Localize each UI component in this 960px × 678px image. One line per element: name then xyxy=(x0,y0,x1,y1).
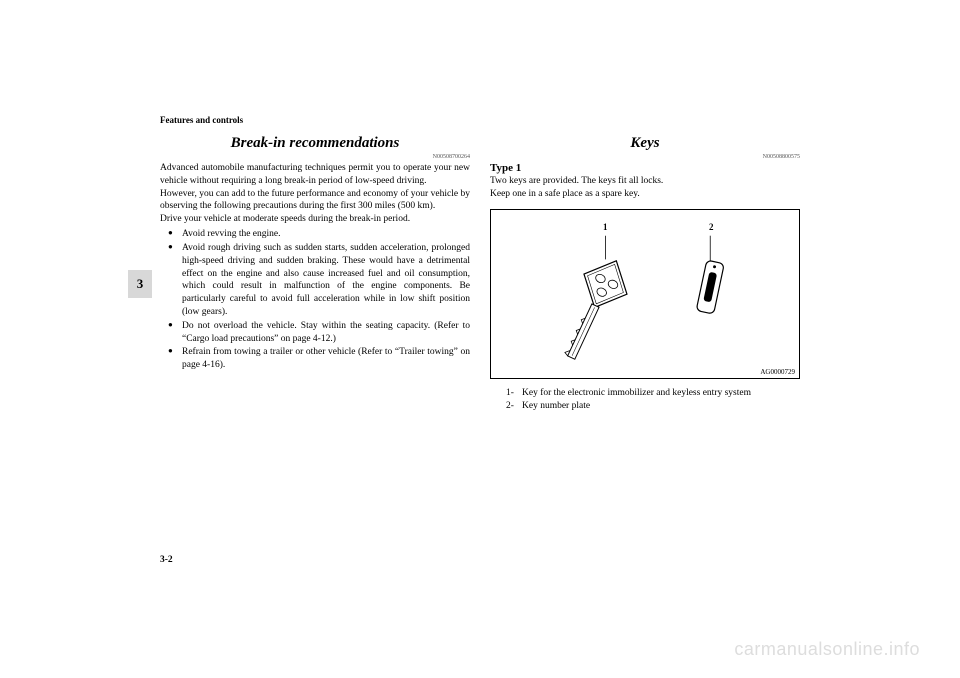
figure-legend: 1- Key for the electronic immobilizer an… xyxy=(490,387,800,414)
body-text: Advanced automobile manufacturing techni… xyxy=(160,162,470,226)
legend-item: 1- Key for the electronic immobilizer an… xyxy=(506,387,800,400)
paragraph: Two keys are provided. The keys fit all … xyxy=(490,176,663,186)
figure-code: AG0000729 xyxy=(760,368,795,376)
right-column: Keys N00508800575 Type 1 Two keys are pr… xyxy=(490,135,800,413)
paragraph: However, you can add to the future perfo… xyxy=(160,189,470,212)
paragraph: Keep one in a safe place as a spare key. xyxy=(490,189,640,199)
chapter-tab: 3 xyxy=(128,270,152,298)
two-column-layout: Break-in recommendations N00508700264 Ad… xyxy=(160,135,800,413)
figure-callout-2: 2 xyxy=(709,222,714,232)
doc-code-left: N00508700264 xyxy=(160,154,470,160)
legend-item: 2- Key number plate xyxy=(506,400,800,413)
section-title-breakin: Break-in recommendations xyxy=(160,135,470,152)
body-text: Two keys are provided. The keys fit all … xyxy=(490,175,800,201)
list-item: Avoid rough driving such as sudden start… xyxy=(172,242,470,319)
watermark: carmanualsonline.info xyxy=(734,639,920,660)
bullet-list: Avoid revving the engine. Avoid rough dr… xyxy=(160,228,470,372)
list-item: Refrain from towing a trailer or other v… xyxy=(172,346,470,372)
figure-callout-1: 1 xyxy=(603,222,608,232)
paragraph: Advanced automobile manufacturing techni… xyxy=(160,163,470,186)
page-header: Features and controls xyxy=(160,115,800,125)
key-figure: 1 2 AG0000729 xyxy=(490,209,800,379)
list-item: Avoid revving the engine. xyxy=(172,228,470,241)
legend-num: 1- xyxy=(506,387,522,400)
legend-text: Key number plate xyxy=(522,400,590,413)
left-column: Break-in recommendations N00508700264 Ad… xyxy=(160,135,470,413)
page-number: 3-2 xyxy=(160,555,173,565)
legend-text: Key for the electronic immobilizer and k… xyxy=(522,387,751,400)
section-title-keys: Keys xyxy=(490,135,800,152)
doc-code-right: N00508800575 xyxy=(490,154,800,160)
subheading-type1: Type 1 xyxy=(490,162,800,174)
list-item: Do not overload the vehicle. Stay within… xyxy=(172,320,470,346)
paragraph: Drive your vehicle at moderate speeds du… xyxy=(160,214,410,224)
key-illustration xyxy=(491,210,799,378)
manual-page: Features and controls Break-in recommend… xyxy=(160,115,800,413)
legend-num: 2- xyxy=(506,400,522,413)
